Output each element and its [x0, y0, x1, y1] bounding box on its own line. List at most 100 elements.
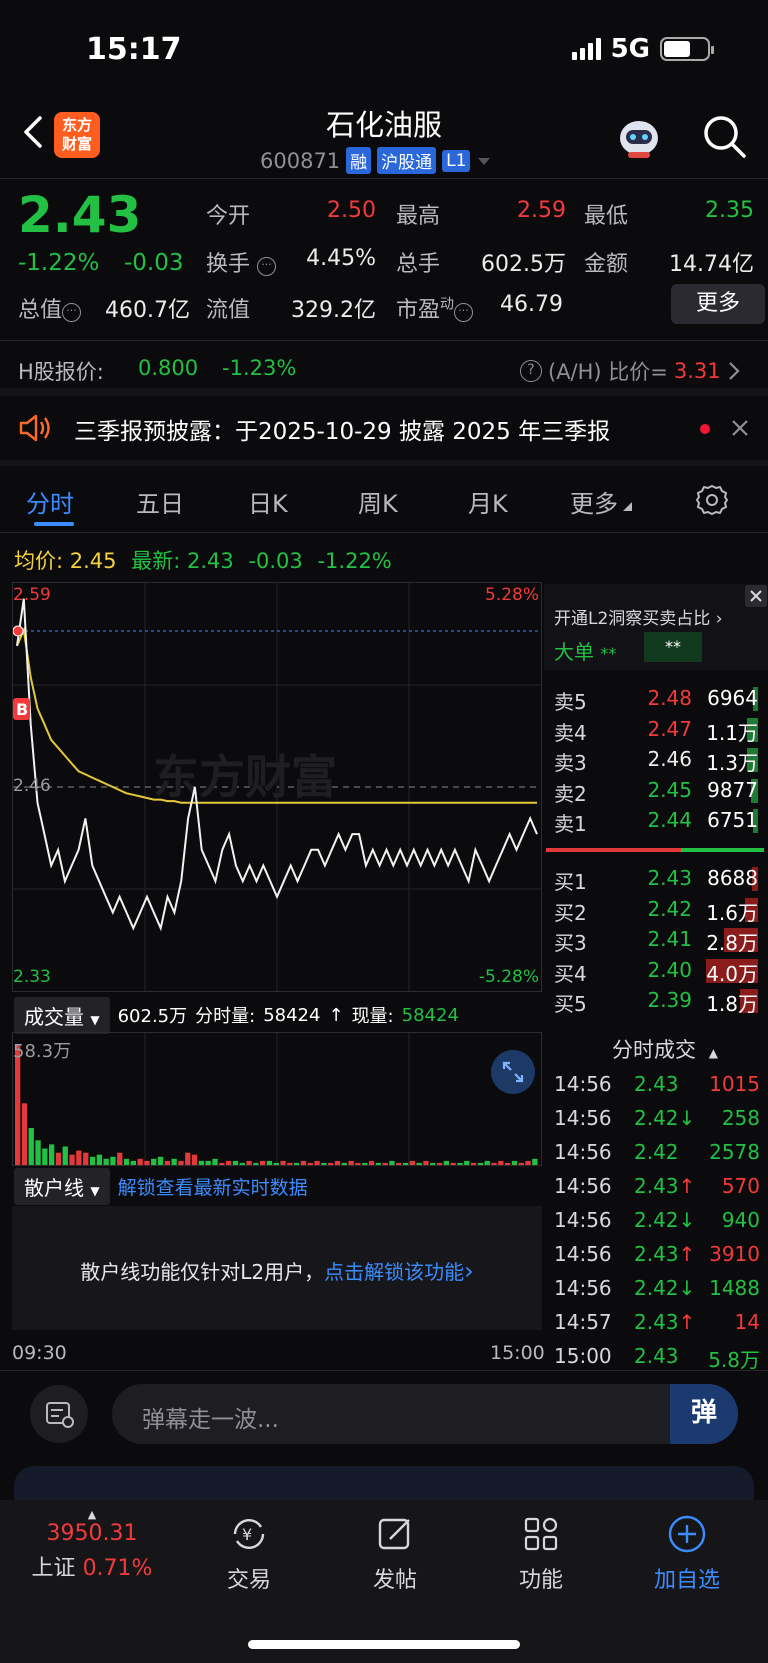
retail-dropdown-label: 散户线	[24, 1176, 84, 1200]
volume-bar	[409, 1160, 415, 1165]
depth-bar	[753, 809, 758, 833]
expand-icon[interactable]	[491, 1050, 535, 1094]
intraday-chart[interactable]: 东方财富 B 2.59 2.46 2.33 5.28% -5.28%	[12, 582, 542, 992]
order-book-row: 买2 2.42 1.6万	[552, 893, 764, 925]
ah-ratio[interactable]: ? (A/H) 比价= 3.31	[520, 356, 741, 386]
change-pct: -1.22%	[18, 250, 100, 276]
trade-price: 2.43	[634, 1344, 679, 1368]
volume-max-label: 58.3万	[13, 1041, 72, 1062]
nav-trade[interactable]: ¥ 交易	[194, 1512, 304, 1594]
tab-more[interactable]: 更多	[570, 484, 633, 519]
settings-icon[interactable]	[694, 482, 730, 518]
danmaku-send-button[interactable]: 弹	[670, 1384, 738, 1444]
volume-indicator-dropdown[interactable]: 成交量 ▼	[14, 996, 110, 1034]
low-value: 2.35	[705, 198, 754, 223]
trade-price: 2.43↑	[634, 1242, 696, 1266]
trade-time: 14:57	[554, 1310, 612, 1334]
close-icon[interactable]	[730, 418, 750, 438]
trades-title[interactable]: 分时成交 ▲	[612, 1034, 718, 1064]
stock-subtitle[interactable]: 600871 融 沪股通 L1	[260, 147, 492, 174]
close-icon[interactable]	[745, 585, 767, 607]
last-label: 最新:	[131, 549, 181, 573]
trade-volume: 2578	[709, 1140, 760, 1164]
order-volume: 6751	[707, 808, 758, 832]
volume-bar	[62, 1146, 68, 1165]
info-dots-icon[interactable]: ···	[454, 303, 474, 322]
trade-price: 2.43↑	[634, 1310, 696, 1334]
volume-bar	[83, 1152, 89, 1165]
trade-price: 2.42↓	[634, 1208, 696, 1232]
volume-bar	[253, 1162, 259, 1165]
price-chart-svg: 东方财富 B	[13, 583, 541, 991]
info-dots-icon[interactable]: ···	[257, 257, 277, 276]
tab-intraday[interactable]: 分时	[26, 490, 74, 518]
nav-add-watchlist[interactable]: 加自选	[632, 1512, 742, 1594]
danmaku-toggle[interactable]	[30, 1385, 88, 1443]
retail-message: 散户线功能仅针对L2用户，点击解锁该功能›	[12, 1256, 542, 1285]
retail-dropdown[interactable]: 散户线 ▼	[14, 1168, 110, 1205]
info-dots-icon[interactable]: ···	[62, 303, 82, 322]
nav-add-watchlist-label: 加自选	[653, 1568, 720, 1593]
volume-bar	[484, 1160, 490, 1165]
trade-time: 14:56	[554, 1276, 612, 1300]
order-price: 2.43	[647, 866, 692, 890]
order-book-row: 买3 2.41 2.8万	[552, 923, 764, 955]
volume-bar	[505, 1162, 511, 1165]
unlock-link[interactable]: 解锁查看最新实时数据	[117, 1177, 308, 1199]
search-icon[interactable]	[700, 112, 748, 160]
question-icon[interactable]: ?	[520, 360, 542, 382]
volume-bar	[341, 1162, 347, 1165]
float-value: 329.2亿	[291, 298, 376, 323]
turnover-label-text: 换手	[206, 252, 251, 277]
up-arrow: ↑	[328, 1004, 344, 1026]
app-logo[interactable]: 东方 财富	[54, 112, 100, 158]
price-line	[16, 598, 538, 932]
mktcap-value: 460.7亿	[105, 298, 190, 323]
retail-unlock-link[interactable]: 点击解锁该功能	[324, 1260, 465, 1284]
trade-row: 14:56 2.42↓ 940	[552, 1204, 762, 1236]
trade-price: 2.42	[634, 1140, 679, 1164]
volume-bar	[178, 1160, 184, 1165]
trade-price: 2.43↑	[634, 1174, 696, 1198]
volume-bar	[375, 1162, 381, 1165]
volume-bar	[321, 1162, 327, 1165]
order-volume: 1.6万	[706, 900, 758, 925]
danmaku-input[interactable]	[112, 1384, 738, 1444]
trade-volume: 3910	[709, 1242, 760, 1266]
tab-five-day[interactable]: 五日	[136, 490, 184, 518]
pe-label-text: 市盈	[396, 298, 441, 323]
tab-weekly-k[interactable]: 周K	[358, 490, 398, 518]
index-pct: 0.71%	[82, 1556, 153, 1581]
volume-bar	[430, 1162, 436, 1165]
home-indicator[interactable]	[248, 1640, 520, 1649]
order-level: 买4	[554, 961, 587, 986]
volume-bar	[96, 1154, 102, 1165]
tag-level: L1	[442, 149, 471, 172]
volume-chart[interactable]: 58.3万	[12, 1032, 542, 1166]
h-share-label: H股报价:	[18, 360, 104, 384]
volume-bar	[123, 1158, 130, 1165]
divider	[0, 1370, 768, 1371]
index-widget[interactable]: ▲ 3950.31 上证 0.71%	[22, 1508, 162, 1582]
trade-time: 14:56	[554, 1106, 612, 1130]
order-book-row: 买5 2.39 1.8万	[552, 984, 764, 1016]
volume-bar	[368, 1160, 375, 1165]
order-level: 卖4	[554, 720, 587, 745]
volume-header: 成交量 ▼ 602.5万 分时量: 58424 ↑ 现量: 58424	[14, 996, 459, 1034]
nav-post[interactable]: 发帖	[340, 1512, 450, 1594]
volume-bar	[423, 1160, 429, 1165]
robot-assistant-icon[interactable]	[614, 112, 664, 162]
l2-banner[interactable]: 开通L2洞察买卖占比 ›	[554, 604, 723, 629]
trade-time: 14:56	[554, 1174, 612, 1198]
order-volume: 1.1万	[706, 720, 758, 745]
tab-daily-k[interactable]: 日K	[248, 490, 288, 518]
volume-bar	[266, 1160, 273, 1165]
more-button[interactable]: 更多	[671, 284, 765, 324]
volume-bar	[464, 1160, 470, 1165]
nav-functions[interactable]: 功能	[486, 1512, 596, 1594]
back-icon[interactable]	[18, 112, 48, 152]
tab-monthly-k[interactable]: 月K	[468, 490, 508, 518]
notice-text[interactable]: 三季报预披露：于2025-10-29 披露 2025 年三季报	[74, 419, 611, 445]
order-level: 买2	[554, 900, 587, 925]
volume-bar	[191, 1154, 198, 1165]
